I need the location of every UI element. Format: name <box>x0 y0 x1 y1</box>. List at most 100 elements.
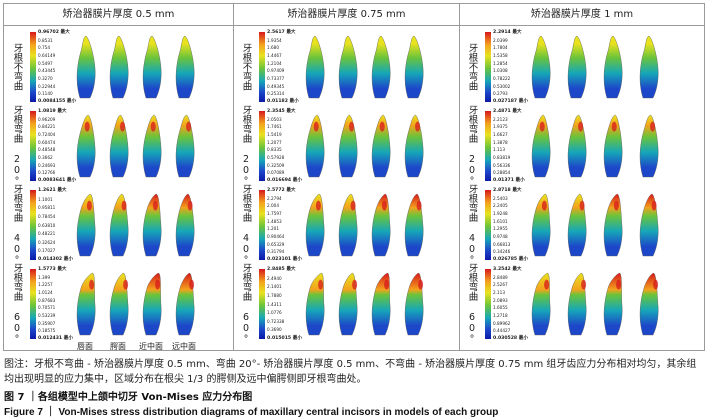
tooth-model-svg <box>109 35 129 99</box>
legend-color-bar <box>485 269 491 339</box>
legend-value: 0.030528 最小 <box>493 335 528 341</box>
tooth-model-svg <box>175 193 195 257</box>
legend-value: 0.9748 <box>493 233 508 239</box>
legend-value: 1.399 <box>38 274 50 280</box>
stress-legend: 1.0819 最大 0.96209 0.84221 0.72404 0.60474 0.4… <box>30 109 77 183</box>
stress-legend: 2.2914 最大 2.0399 1.7804 1.5358 1.2854 1.0308 0… <box>485 30 528 104</box>
tooth-model-svg <box>305 272 325 336</box>
tooth-model-svg <box>404 35 424 99</box>
tooth-model-svg <box>404 193 424 257</box>
legend-value: 0.0083641 最小 <box>38 177 77 183</box>
legend-value: 1.2854 <box>493 60 508 66</box>
legend-value: 0.95811 <box>38 205 56 211</box>
tooth-model-svg <box>109 114 129 178</box>
tooth-model-svg <box>338 35 358 99</box>
legend-color-bar <box>259 269 265 339</box>
tooth-model-svg <box>639 272 659 336</box>
legend-value: 1.2718 <box>493 312 508 318</box>
tooth-model-svg <box>531 114 551 178</box>
legend-values: 3.2542 最大 2.8489 2.5267 2.113 2.0893 1.6055 1.… <box>493 267 528 341</box>
legend-color-bar <box>485 111 491 181</box>
tooth-model-svg <box>531 35 551 99</box>
tooth-model-mesial <box>138 113 165 185</box>
stress-legend: 2.3545 最大 2.0503 1.7461 1.5419 1.2077 0.8335 0… <box>259 109 302 183</box>
legend-value: 0.83819 <box>493 154 511 160</box>
row-label: 牙根弯曲 60° <box>466 263 478 345</box>
legend-value: 0.96209 <box>38 116 56 122</box>
legend-value: 0.64149 <box>38 52 56 58</box>
stress-figure: 矫治器膜片厚度 0.5 mm 矫治器膜片厚度 0.75 mm 矫治器膜片厚度 1… <box>3 3 705 351</box>
tooth-model-palatal <box>105 192 132 264</box>
legend-value: 0.1140 <box>38 91 53 97</box>
tooth-model-palatal <box>563 113 590 185</box>
legend-color-bar <box>259 32 265 102</box>
legend-value: 1.5358 <box>493 52 508 58</box>
tooth-model-svg <box>567 193 587 257</box>
row-label: 牙根弯曲 20° <box>240 105 252 187</box>
tooth-model-mesial <box>138 271 165 343</box>
tooth-model-distal <box>635 113 662 185</box>
legend-value: 0.72338 <box>267 318 285 324</box>
tooth-model-labial <box>527 271 554 343</box>
tooth-model-mesial <box>599 34 626 106</box>
legend-values: 1.0819 最大 0.96209 0.84221 0.72404 0.60474 0.4… <box>38 109 77 183</box>
row-label: 牙根不弯曲 <box>240 43 252 91</box>
legend-values: 2.3545 最大 2.0503 1.7461 1.5419 1.2077 0.8335 0… <box>267 109 302 183</box>
legend-color-bar <box>30 111 36 181</box>
tooth-model-palatal <box>334 192 361 264</box>
legend-value: 2.113 <box>493 289 505 295</box>
view-label: 腭面 <box>110 342 126 351</box>
legend-color-bar <box>30 190 36 260</box>
legend-value: 0.2793 <box>493 91 508 97</box>
tooth-model-palatal <box>105 113 132 185</box>
legend-value: 0.60474 <box>38 139 56 145</box>
row-label: 牙根弯曲 20° <box>466 105 478 187</box>
tooth-model-mesial <box>367 192 394 264</box>
legend-value: 0.25314 <box>267 91 285 97</box>
legend-color-bar <box>259 190 265 260</box>
legend-value: 0.70571 <box>38 305 56 311</box>
tooth-model-svg <box>603 193 623 257</box>
tooth-model-distal <box>171 113 198 185</box>
legend-value: 2.8485 最大 <box>267 267 296 272</box>
legend-value: 0.43445 <box>38 68 56 74</box>
legend-value: 0.014302 最小 <box>38 257 73 262</box>
row-label: 牙根不弯曲 <box>11 43 23 91</box>
legend-value: 2.2794 <box>267 195 282 201</box>
legend-value: 0.56336 <box>493 162 511 168</box>
column-header-1mm: 矫治器膜片厚度 1 mm <box>460 4 704 26</box>
legend-value: 1.4467 <box>267 52 282 58</box>
legend-value: 2.004 <box>267 203 279 209</box>
column-header-0.75mm: 矫治器膜片厚度 0.75 mm <box>234 4 459 26</box>
tooth-model-labial <box>72 113 99 185</box>
tooth-model-svg <box>338 114 358 178</box>
row-label: 牙根不弯曲 <box>466 43 478 91</box>
tooth-model-svg <box>76 114 96 178</box>
legend-value: 1.4853 <box>267 218 282 224</box>
legend-value: 1.2621 最大 <box>38 188 67 193</box>
tooth-model-svg <box>109 272 129 336</box>
figure-title-en: Figure 7 ｜ Von-Mises stress distribution… <box>4 407 499 418</box>
tooth-model-distal <box>635 271 662 343</box>
tooth-model-labial <box>527 192 554 264</box>
view-label: 近中面 <box>139 342 163 351</box>
figure-caption-note: 图注：牙根不弯曲 - 矫治器膜片厚度 0.5 mm、弯曲 20°- 矫治器膜片厚… <box>4 359 697 385</box>
tooth-model-svg <box>531 272 551 336</box>
stress-legend: 2.8485 最大 2.4940 2.1401 1.7880 1.4311 1.0776 0… <box>259 267 302 341</box>
tooth-model-palatal <box>334 113 361 185</box>
legend-value: 1.2077 <box>267 139 282 145</box>
legend-color-bar <box>30 32 36 102</box>
view-label: 唇面 <box>77 342 93 351</box>
legend-value: 1.4311 <box>267 301 282 307</box>
tooth-model-labial <box>301 192 328 264</box>
legend-value: 1.1001 <box>38 196 53 202</box>
legend-value: 0.01182 最小 <box>267 98 299 104</box>
tooth-model-mesial <box>599 192 626 264</box>
legend-value: 2.2405 <box>493 203 508 209</box>
legend-value: 0.84221 <box>38 124 56 130</box>
tooth-model-distal <box>400 113 427 185</box>
legend-values: 2.8718 最大 2.5403 2.2405 1.9248 1.6101 1.2955 0… <box>493 188 528 262</box>
legend-value: 2.5617 最大 <box>267 30 296 35</box>
row-label: 牙根弯曲 40° <box>466 184 478 266</box>
legend-value: 0.026785 最小 <box>493 256 528 262</box>
